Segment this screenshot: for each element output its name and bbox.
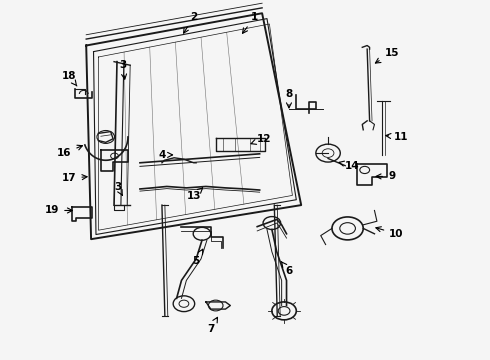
Text: 11: 11 — [386, 132, 409, 142]
Text: 19: 19 — [45, 206, 73, 216]
Text: 14: 14 — [339, 161, 360, 171]
Text: 8: 8 — [285, 89, 293, 108]
Text: 9: 9 — [376, 171, 395, 181]
Text: 12: 12 — [251, 134, 272, 144]
Text: 3: 3 — [119, 60, 126, 79]
Text: 16: 16 — [57, 145, 82, 158]
Text: 7: 7 — [207, 318, 218, 334]
Text: 4: 4 — [158, 150, 172, 160]
Text: 6: 6 — [281, 261, 293, 276]
Text: 13: 13 — [187, 188, 203, 201]
Text: 2: 2 — [184, 12, 197, 33]
Text: 17: 17 — [62, 173, 87, 183]
Text: 1: 1 — [243, 12, 258, 33]
Text: 5: 5 — [193, 249, 203, 266]
Text: 3: 3 — [114, 182, 122, 195]
Text: 18: 18 — [62, 71, 77, 86]
Text: 10: 10 — [376, 227, 404, 239]
Text: 15: 15 — [375, 48, 399, 63]
